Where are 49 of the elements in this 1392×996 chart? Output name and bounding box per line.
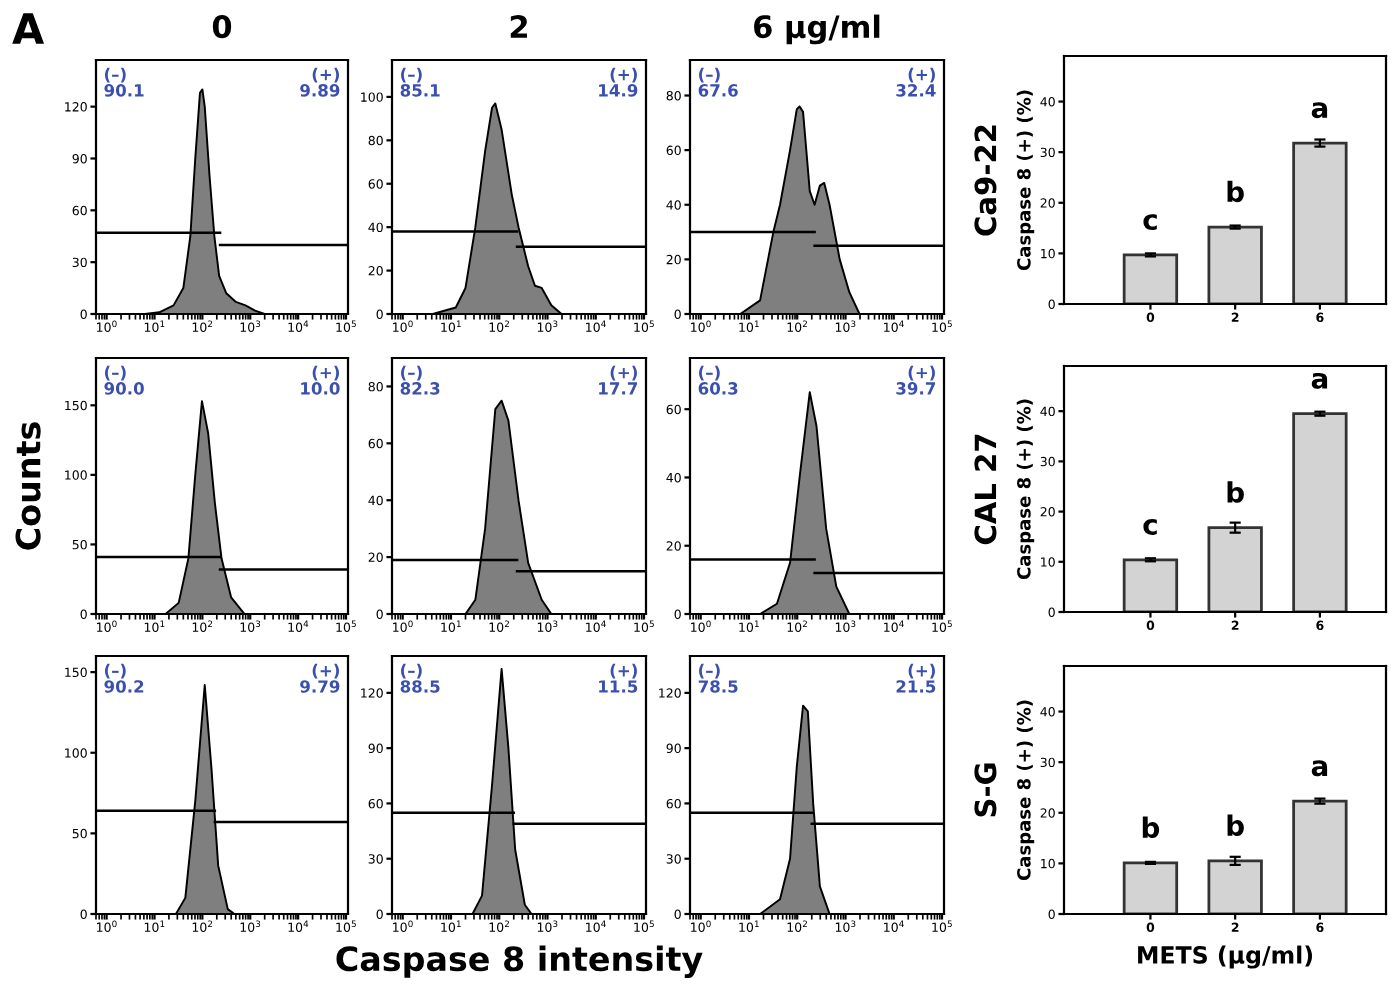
y-axis-title: Caspase 8 (+) (%) bbox=[1016, 399, 1035, 580]
bar bbox=[1122, 558, 1179, 612]
bar bbox=[1122, 253, 1179, 304]
annotation: (+) 21.5 bbox=[896, 663, 936, 693]
y-axis-title: Caspase 8 (+) (%) bbox=[1016, 90, 1035, 271]
annotation: a bbox=[1311, 760, 1328, 777]
annotation: c bbox=[1143, 214, 1157, 231]
annotation: (–) 67.6 bbox=[698, 67, 738, 97]
annotation: (–) 90.1 bbox=[104, 67, 144, 97]
annotation: (+) 10.0 bbox=[301, 365, 340, 395]
bar bbox=[1292, 799, 1348, 914]
annotation: (+) 11.5 bbox=[599, 663, 638, 693]
annotation: (–) 85.1 bbox=[400, 67, 440, 97]
annotation: b bbox=[1227, 481, 1244, 503]
chart-title: 2 bbox=[510, 15, 527, 38]
annotation: (+) 17.7 bbox=[599, 365, 638, 395]
bar bbox=[1207, 859, 1263, 914]
bar bbox=[1122, 861, 1179, 914]
annotation: (–) 90.0 bbox=[104, 365, 144, 395]
annotation: a bbox=[1311, 102, 1328, 119]
annotation: (+) 14.9 bbox=[599, 67, 638, 97]
annotation: (–) 60.3 bbox=[698, 365, 738, 395]
annotation: (–) 78.5 bbox=[698, 663, 738, 693]
bar bbox=[1292, 412, 1348, 612]
annotation: (+) 32.4 bbox=[896, 67, 936, 97]
x-axis-title: Caspase 8 intensity bbox=[336, 945, 703, 979]
text: S-G bbox=[974, 763, 997, 817]
y-axis-title: Counts bbox=[15, 422, 41, 550]
annotation: (–) 90.2 bbox=[104, 663, 144, 693]
annotation: b bbox=[1142, 816, 1160, 839]
annotation: (+) 9.79 bbox=[300, 663, 340, 693]
annotation: c bbox=[1143, 519, 1157, 535]
chart-title: 6 μg/ml bbox=[754, 14, 880, 45]
annotation: (+) 9.89 bbox=[300, 67, 340, 97]
text: A bbox=[12, 13, 45, 44]
annotation: a bbox=[1311, 372, 1328, 389]
text: Ca9-22 bbox=[974, 125, 997, 236]
chart-title: 0 bbox=[212, 15, 232, 39]
bar bbox=[1207, 225, 1263, 304]
annotation: (–) 82.3 bbox=[400, 365, 440, 395]
annotation: b bbox=[1227, 180, 1244, 203]
y-axis-title: Caspase 8 (+) (%) bbox=[1016, 700, 1035, 881]
annotation: (+) 39.7 bbox=[896, 365, 936, 395]
x-axis-title: METS (μg/ml) bbox=[1138, 945, 1313, 969]
annotation: b bbox=[1227, 814, 1244, 837]
bar bbox=[1207, 526, 1263, 612]
bar bbox=[1292, 141, 1348, 304]
annotation: (–) 88.5 bbox=[400, 663, 440, 693]
text: CAL 27 bbox=[974, 434, 997, 545]
